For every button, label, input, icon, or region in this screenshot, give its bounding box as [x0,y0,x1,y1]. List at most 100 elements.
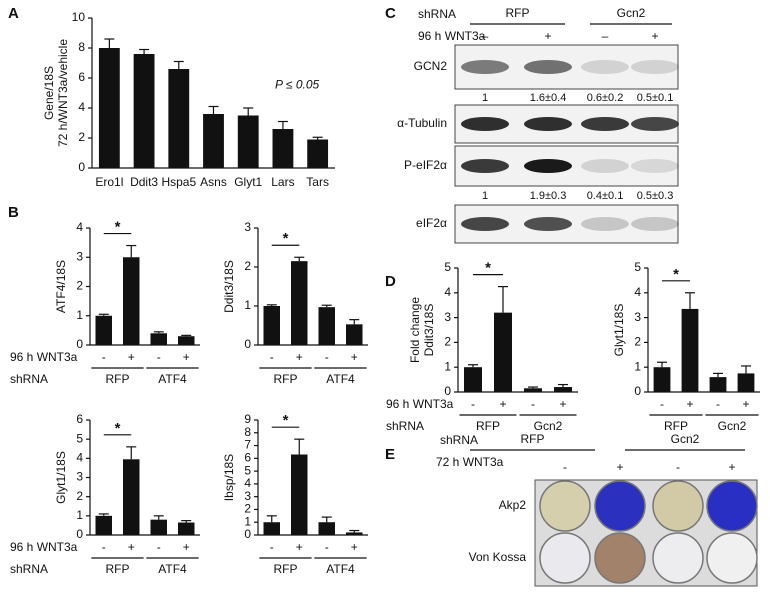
significance-star: * [485,260,491,277]
y-tick-label: 3 [444,310,451,324]
error-bar [349,529,360,533]
x-tick-label: + [351,540,358,554]
quantification: 1.9±0.3 [530,190,567,202]
significance-star: * [673,266,679,283]
y-axis-label: Glyt1/18S [54,451,68,504]
group-label: RFP [506,6,530,20]
significance-star: * [283,230,289,247]
error-bar [153,515,164,520]
x-tick-label: - [660,397,664,411]
y-tick-label: 4 [78,100,85,114]
y-tick-label: 1 [444,359,451,373]
y-tick-label: 2 [244,259,251,273]
y-tick-label: 2 [244,502,251,516]
error-bar [266,515,277,523]
y-tick-label: 2 [444,335,451,349]
error-bar [266,304,277,306]
y-tick-label: 8 [244,425,251,439]
x-tick-label: - [325,540,329,554]
significance-star: * [115,420,121,437]
x-tick-label: Ero1l [95,175,123,189]
error-bar [349,319,360,325]
group-label: ATF4 [158,372,187,386]
well [539,532,591,584]
x-tick-label: + [183,350,190,364]
bar [263,522,280,535]
y-tick-label: 7 [244,438,251,452]
quantification: 0.5±0.1 [637,92,674,104]
blot-band [631,117,679,131]
y-axis-label: Gene/18S [42,66,56,120]
sign: + [616,460,623,474]
x-tick-label: - [270,350,274,364]
y-tick-label: 4 [76,220,83,234]
x-tick-label: - [270,540,274,554]
error-bar [153,331,164,334]
error-bar [208,105,219,114]
y-tick-label: 2 [76,489,83,503]
panel-label: B [8,204,19,221]
x-tick-label: Hspa5 [161,175,196,189]
group-label: RFP [274,562,298,576]
y-tick-label: 1 [244,514,251,528]
bar [203,114,224,168]
blot-band [524,217,572,231]
group-label: ATF4 [326,372,355,386]
y-tick-label: 6 [244,451,251,465]
y-axis-label: Glyt1/18S [612,304,626,357]
y-axis-label: Ibsp/18S [222,454,236,501]
y-tick-label: 5 [634,260,641,274]
y-tick-label: 2 [634,335,641,349]
y-tick-label: 1 [244,298,251,312]
x-tick-label: + [559,397,566,411]
error-bar [243,107,254,116]
significance-star: * [283,412,289,429]
y-axis-label: 72 h/WNT3a/vehicle [56,39,70,147]
y-tick-label: 3 [244,489,251,503]
panel-label: C [385,5,396,22]
bar [150,333,167,345]
row-label: shRNA [10,372,48,386]
bar [524,388,542,392]
y-tick-label: 3 [244,220,251,234]
quantification: 1.6±0.4 [530,92,567,104]
bar [95,515,112,535]
y-tick-label: 6 [78,70,85,84]
error-bar [741,365,751,374]
blot-band [581,117,629,131]
well [706,480,758,532]
y-axis-label: Ddit3/18S [422,304,436,357]
row-label: 96 h WNT3a [386,397,454,411]
group-label: Gcn2 [617,6,646,20]
bar [318,522,335,535]
group-label: RFP [106,372,130,386]
bar [494,312,512,392]
y-tick-label: 2 [78,130,85,144]
y-tick-label: 0 [244,337,251,351]
quantification: 1 [482,190,488,202]
error-bar [98,313,109,316]
bar [346,532,363,535]
y-tick-label: 0 [78,160,85,174]
y-tick-label: 5 [444,260,451,274]
error-bar [657,361,667,368]
treatment-label: 72 h WNT3a [436,455,504,469]
blot-band [631,217,679,231]
y-tick-label: 3 [76,249,83,263]
y-tick-label: 0 [76,527,83,541]
bar [123,257,140,345]
row-label: 96 h WNT3a [10,350,78,364]
blot-band [581,60,629,74]
panel-label: E [385,446,395,463]
y-tick-label: 0 [244,527,251,541]
well [594,480,646,532]
x-tick-label: Tars [306,175,329,189]
sign: – [482,29,489,43]
bar [681,308,699,392]
y-tick-label: 9 [244,412,251,426]
y-tick-label: 3 [634,310,641,324]
well [706,532,758,584]
error-bar [104,38,115,48]
group-label: RFP [106,562,130,576]
